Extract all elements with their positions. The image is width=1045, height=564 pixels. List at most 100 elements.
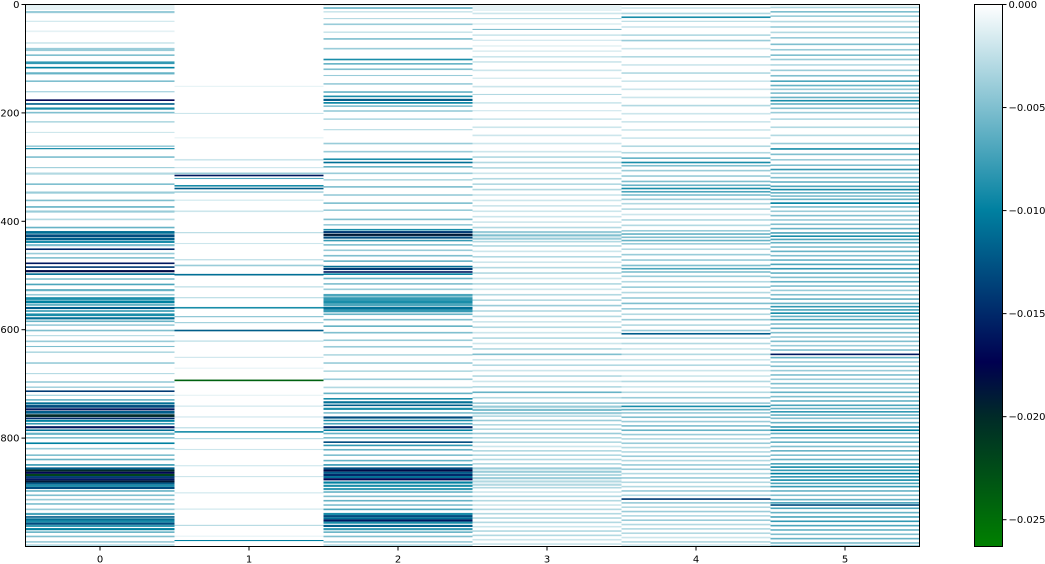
- heatmap-band: [770, 158, 920, 161]
- heatmap-band: [621, 515, 771, 517]
- heatmap-band: [323, 31, 473, 33]
- heatmap-band: [621, 239, 771, 242]
- heatmap-band: [770, 445, 920, 448]
- heatmap-band: [25, 524, 175, 527]
- heatmap-band: [770, 374, 920, 376]
- heatmap-band: [621, 308, 771, 310]
- heatmap-band: [25, 47, 175, 52]
- heatmap-band: [323, 325, 473, 327]
- y-axis: 0 200 400 600 800: [0, 0, 26, 445]
- heatmap-band: [621, 402, 771, 404]
- heatmap-band: [174, 465, 324, 467]
- heatmap-band: [323, 345, 473, 348]
- heatmap-band: [621, 34, 771, 36]
- heatmap-band: [174, 340, 324, 342]
- heatmap-band: [25, 266, 175, 268]
- heatmap-band: [25, 476, 175, 479]
- heatmap-band: [25, 80, 175, 83]
- heatmap-band: [472, 458, 622, 461]
- heatmap-band: [770, 417, 920, 420]
- heatmap-band: [323, 150, 473, 153]
- heatmap-band: [174, 539, 324, 542]
- heatmap-band: [25, 66, 175, 69]
- heatmap-band: [472, 348, 622, 350]
- heatmap-band: [770, 542, 920, 544]
- heatmap-band: [323, 260, 473, 262]
- heatmap-band: [25, 390, 175, 393]
- heatmap-band: [323, 524, 473, 527]
- heatmap-band: [621, 7, 771, 9]
- heatmap-band: [472, 412, 622, 415]
- heatmap-band: [621, 510, 771, 513]
- heatmap-band: [621, 420, 771, 423]
- heatmap-band: [174, 438, 324, 440]
- heatmap-band: [472, 454, 622, 456]
- heatmap-band: [770, 74, 920, 77]
- heatmap-band: [621, 541, 771, 543]
- heatmap-band: [25, 522, 175, 525]
- heatmap-band: [174, 232, 324, 234]
- heatmap-band: [25, 248, 175, 251]
- heatmap-band: [621, 455, 771, 458]
- heatmap-band: [472, 415, 622, 417]
- heatmap-band: [472, 5, 622, 12]
- heatmap-band: [621, 297, 771, 299]
- heatmap-band: [323, 179, 473, 181]
- heatmap-band: [621, 318, 771, 321]
- heatmap-band: [770, 206, 920, 208]
- heatmap-band: [770, 289, 920, 292]
- heatmap-band: [770, 361, 920, 363]
- heatmap-band: [770, 26, 920, 28]
- heatmap-band: [472, 161, 622, 164]
- heatmap-band: [323, 102, 473, 104]
- heatmap-band: [472, 538, 622, 541]
- heatmap-band: [323, 271, 473, 273]
- colorbar-ticks: 0.000 −0.005 −0.010 −0.015 −0.020 −0.025: [1002, 0, 1045, 526]
- heatmap-band: [621, 405, 771, 408]
- heatmap-band: [25, 72, 175, 75]
- heatmap-band: [25, 494, 175, 497]
- heatmap-band: [770, 111, 920, 114]
- heatmap-band: [25, 234, 175, 238]
- heatmap-band: [770, 54, 920, 56]
- heatmap-column-0: [25, 4, 175, 547]
- heatmap-band: [323, 464, 473, 466]
- heatmap-band: [770, 524, 920, 527]
- heatmap-band: [472, 142, 622, 145]
- heatmap-band: [770, 458, 920, 461]
- heatmap-band: [770, 276, 920, 279]
- heatmap-band: [770, 454, 920, 456]
- heatmap-band: [323, 404, 473, 407]
- heatmap-band: [472, 342, 622, 345]
- heatmap-band: [323, 306, 473, 310]
- heatmap-plot-area: [25, 4, 920, 547]
- heatmap-band: [770, 181, 920, 183]
- heatmap-band: [323, 158, 473, 161]
- heatmap-band: [770, 400, 920, 402]
- heatmap-band: [472, 69, 622, 72]
- heatmap-band: [770, 340, 920, 343]
- heatmap-band: [323, 231, 473, 234]
- heatmap-band: [770, 250, 920, 253]
- heatmap-band: [621, 324, 771, 326]
- heatmap-band: [323, 437, 473, 439]
- heatmap-band: [174, 367, 324, 369]
- heatmap-band: [770, 353, 920, 356]
- heatmap-band: [770, 254, 920, 257]
- heatmap-band: [25, 111, 175, 114]
- heatmap-band: [472, 23, 622, 25]
- heatmap-band: [621, 275, 771, 278]
- heatmap-band: [770, 511, 920, 514]
- heatmap-band: [323, 478, 473, 481]
- heatmap-band: [621, 332, 771, 335]
- x-tick-label: 2: [395, 555, 401, 564]
- heatmap-band: [25, 293, 175, 296]
- heatmap-band: [472, 304, 622, 307]
- heatmap-band: [770, 246, 920, 248]
- heatmap-band: [621, 208, 771, 210]
- heatmap-band: [25, 414, 175, 417]
- heatmap-band: [621, 416, 771, 419]
- heatmap-band: [472, 396, 622, 399]
- heatmap-band: [25, 467, 175, 470]
- heatmap-band: [25, 478, 175, 481]
